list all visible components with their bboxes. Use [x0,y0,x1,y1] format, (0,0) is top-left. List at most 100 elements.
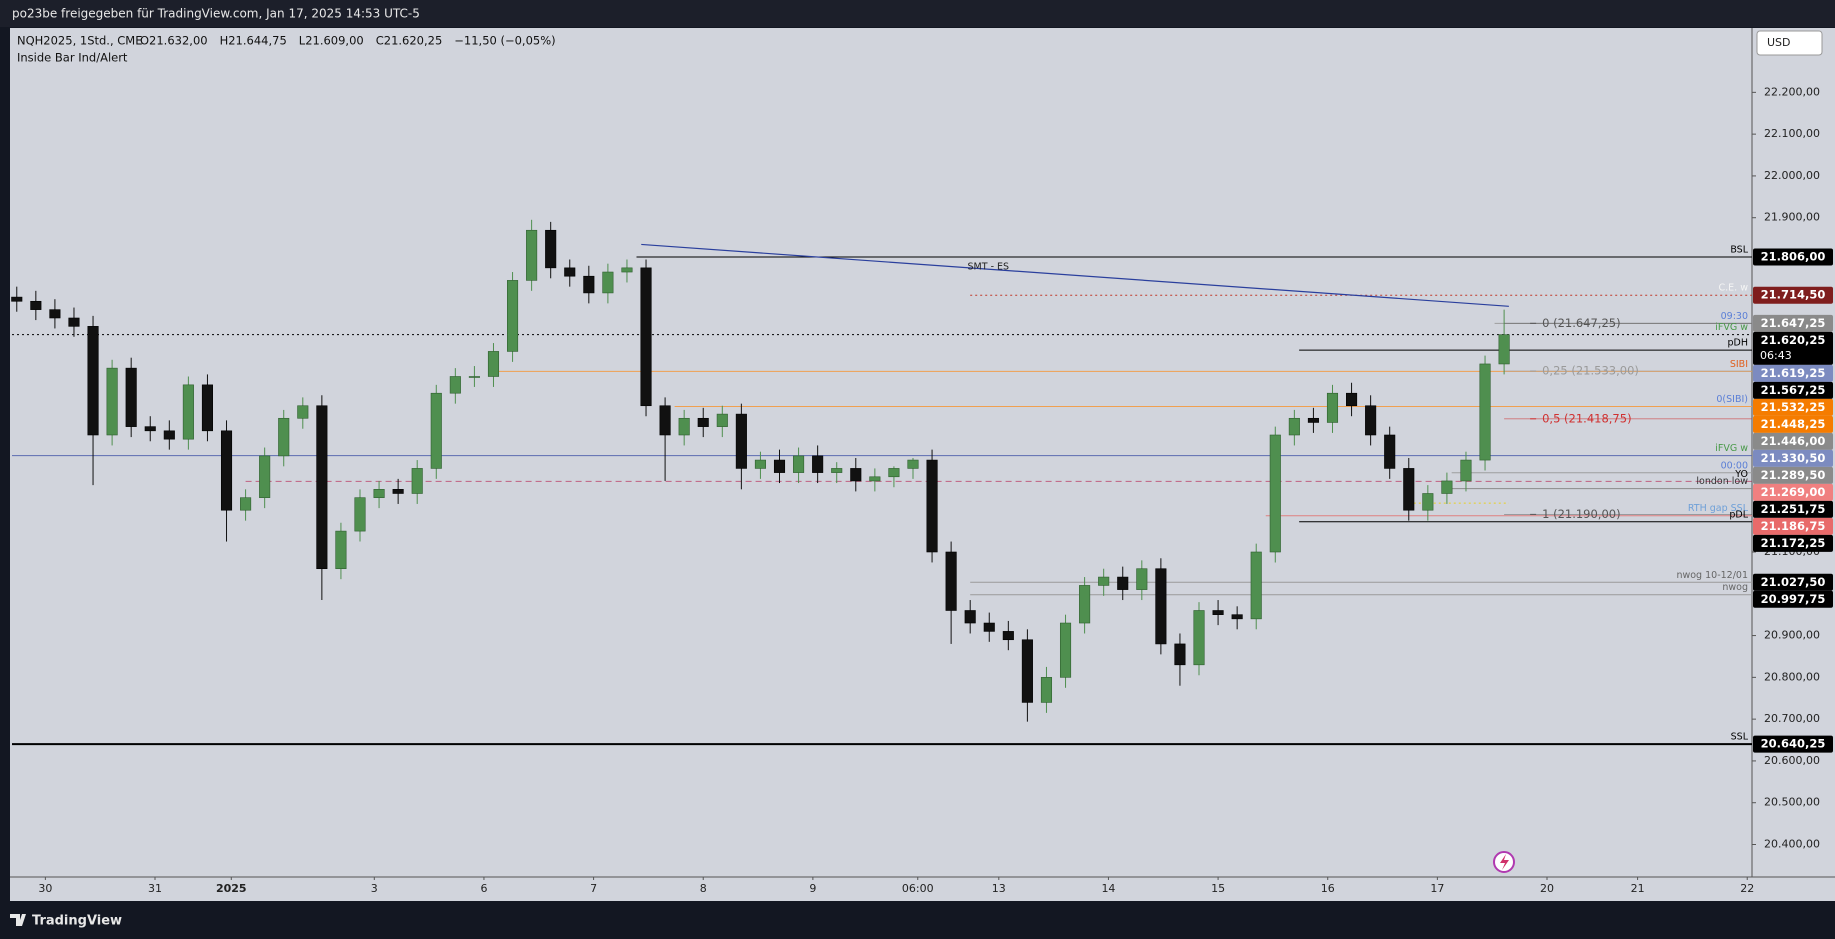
footer-bar [0,903,1835,939]
candle-body [278,417,290,457]
level-tag: iFVG w [1715,322,1748,333]
price-box [1753,381,1833,399]
candle-body [964,610,976,624]
price-box-label: 21.620,25 [1761,333,1826,347]
price-box [1753,500,1833,518]
candle-body [1059,622,1072,678]
price-box [1753,534,1833,552]
candle-body [1479,363,1491,461]
price-box-label: 21.289,50 [1761,468,1826,482]
candle-body [1346,392,1358,407]
candle-body [983,622,995,632]
chart-panel [10,28,1835,901]
price-box-label: 21.448,25 [1761,417,1826,431]
price-box-label: 21.446,00 [1761,434,1826,448]
price-box [1753,248,1833,266]
price-box-label: 21.619,25 [1761,366,1826,380]
y-tick-label: 22.100,00 [1764,127,1820,140]
fib-label: 0,5 (21.418,75) [1542,411,1631,425]
y-tick-label: 20.900,00 [1764,629,1820,642]
y-tick-label: 20.700,00 [1764,712,1820,725]
candle-body [1403,468,1415,511]
price-box-label: 21.172,25 [1761,536,1826,550]
candle-body [812,455,824,473]
candle-body [888,468,900,478]
price-box-label: 21.269,00 [1761,485,1826,499]
price-box [1753,573,1833,591]
x-tick-label: 20 [1540,882,1554,895]
candle-body [1117,576,1129,590]
candle-body [793,455,805,473]
price-box-label: 20.997,75 [1761,592,1826,606]
level-tag: 09:30 [1721,311,1748,322]
candle-body [30,300,42,310]
y-tick-label: 20.500,00 [1764,796,1820,809]
price-box [1753,735,1833,753]
candle-body [1002,631,1014,641]
legend-symbol: NQH2025, 1Std., CME [17,34,143,48]
x-tick-label: 2025 [216,882,247,895]
currency-label: USD [1767,36,1791,49]
candle-body [831,468,843,473]
candle-body [1079,585,1091,624]
candle-body [1269,434,1281,553]
footer-brand: TradingView [32,914,122,929]
candle-body [545,229,557,269]
level-tag: C.E. w [1719,283,1749,294]
candle-body [697,417,709,427]
x-tick-label: 30 [38,882,52,895]
level-tag: london low [1696,476,1748,487]
price-box-label: 21.567,25 [1761,383,1826,397]
plot [11,219,1752,746]
x-tick-label: 3 [371,882,378,895]
level-tag: YO [1734,469,1748,480]
candle-body [1422,493,1434,511]
candle-body [907,459,919,469]
candle-body [640,267,652,407]
level-tag: pDL [1729,509,1748,520]
candle-body [754,459,766,469]
candle-body [1441,480,1453,494]
price-box-label: 21.251,75 [1761,502,1826,516]
candle-body [182,384,194,440]
candle-body [220,430,233,511]
x-tick-label: 9 [809,882,816,895]
tradingview-logo [10,914,26,926]
candle-body [468,376,480,378]
level-tag: nwog [1722,582,1748,593]
price-box [1753,432,1833,450]
candle-body [926,459,938,553]
x-tick-label: 15 [1211,882,1225,895]
level-tag: 00:00 [1721,460,1748,471]
price-box [1753,590,1833,608]
candle-body [659,405,671,436]
trendline-label: SMT - ES [968,262,1010,273]
legend-value: C21.620,25 [376,34,443,48]
candle-body [1193,610,1205,666]
candle-body [106,367,118,436]
x-tick-label: 7 [590,882,597,895]
candle-body [773,459,786,473]
candle-body [11,296,23,302]
price-box-label: 21.532,25 [1761,400,1826,414]
candle-body [487,351,500,377]
x-tick-label: 6 [480,882,487,895]
y-tick-label: 20.600,00 [1764,754,1820,767]
candle-body [125,367,137,427]
candle-body [392,489,404,494]
candle-body [411,468,423,494]
price-box [1753,398,1833,416]
price-box [1753,286,1833,304]
candle-body [1384,434,1396,469]
candle-body [1212,610,1224,615]
price-box-countdown: 06:43 [1760,349,1792,362]
candle-body [1365,405,1377,436]
candle-body [201,384,213,432]
level-tag: pDH [1728,338,1749,349]
price-box [1753,314,1833,332]
alert-icon-bolt [1500,854,1509,870]
currency-button[interactable] [1756,30,1823,56]
price-box-label: 20.640,25 [1761,737,1826,751]
legend-indicator: Inside Bar Ind/Alert [17,51,128,65]
